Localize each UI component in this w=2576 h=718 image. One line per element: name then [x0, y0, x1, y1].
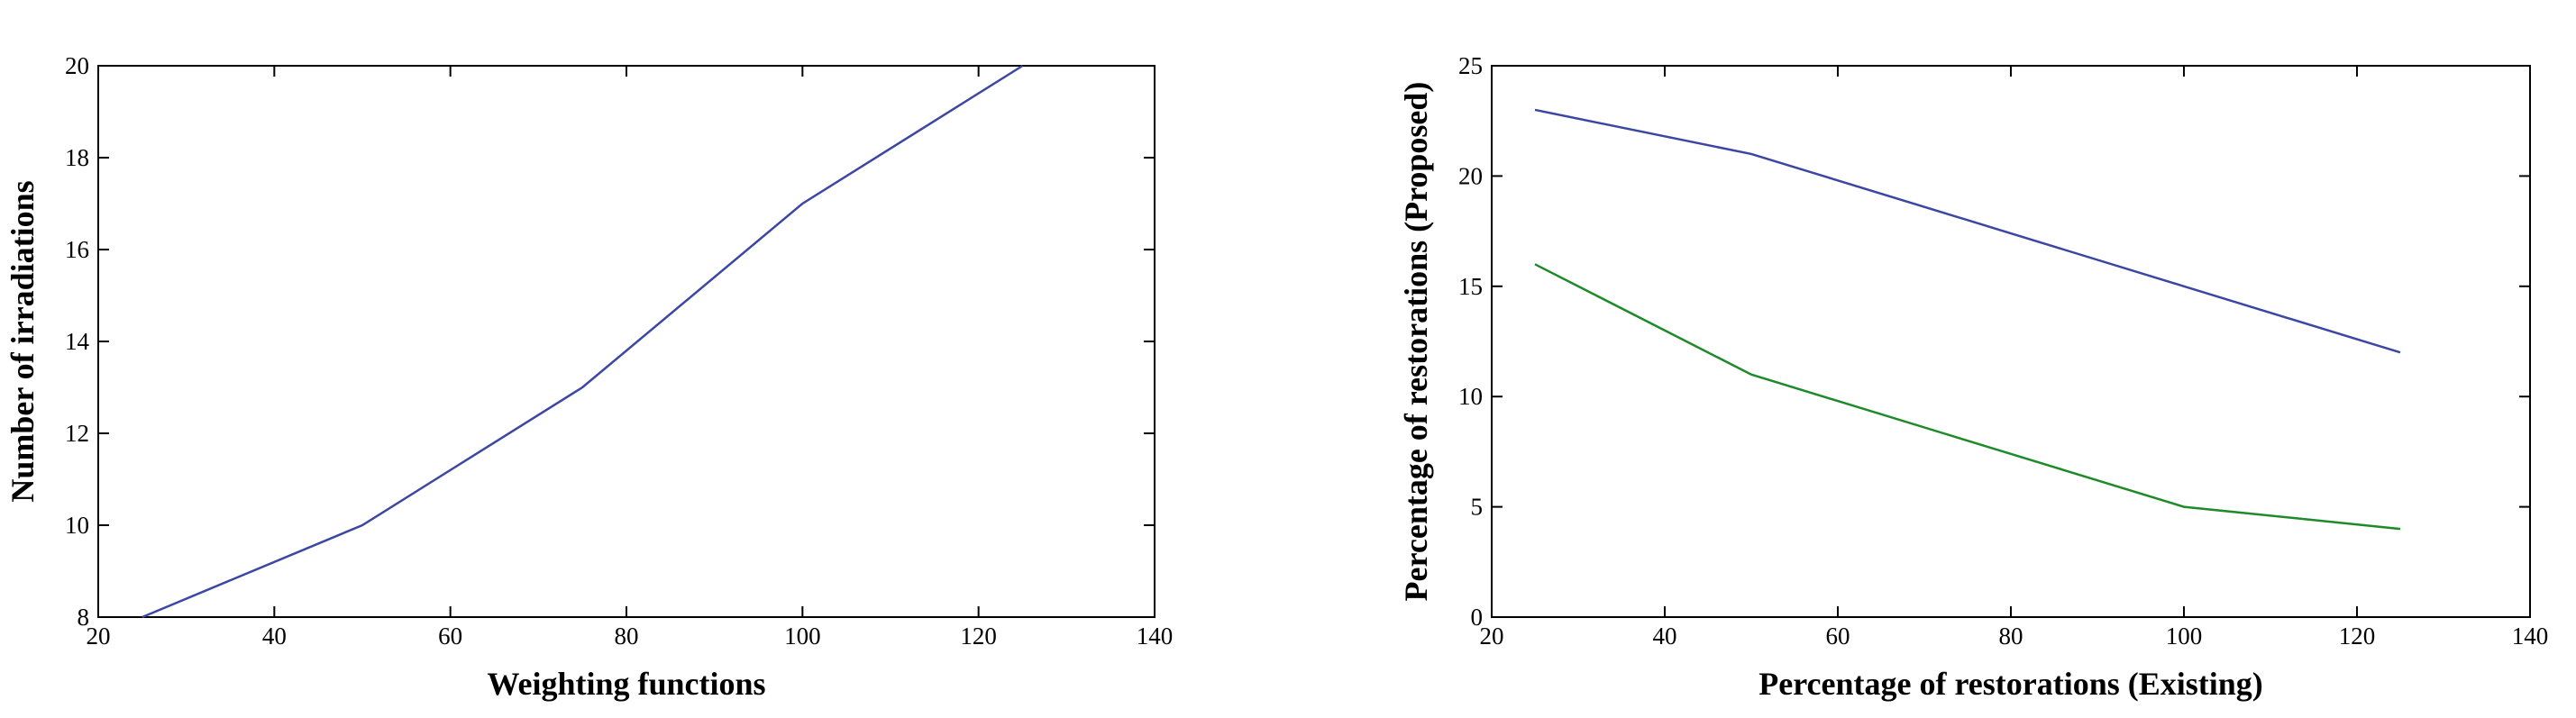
- x-tick-label: 40: [1653, 623, 1677, 650]
- y-tick-label: 12: [65, 420, 89, 447]
- x-tick-label: 80: [615, 623, 639, 650]
- y-axis-label: Number of irradiations: [5, 180, 41, 502]
- chart: 20 40 60 80 100 120 140 0 5 10 15 20 25 Percentage of…: [1398, 52, 2548, 702]
- y-tick-label: 14: [65, 328, 90, 355]
- x-tick-label: 140: [2512, 623, 2549, 650]
- x-tick-label: 120: [960, 623, 997, 650]
- chart: 20 40 60 80 100 120 140 8 10 12 14 16 18 20 Weighting …: [5, 52, 1173, 702]
- y-tick-label: 16: [65, 236, 89, 263]
- plot-area: [97, 65, 1156, 618]
- x-axis-label: Weighting functions: [487, 666, 765, 702]
- data-line: [1534, 108, 2401, 354]
- x-tick-label: 140: [1137, 623, 1174, 650]
- x-tick-label: 40: [262, 623, 287, 650]
- y-axis-label: Percentage of restorations (Proposed): [1398, 82, 1434, 602]
- x-tick-label: 20: [87, 623, 111, 650]
- x-tick-label: 60: [438, 623, 462, 650]
- y-tick-label: 8: [78, 604, 90, 631]
- y-tick-label: 5: [1471, 494, 1484, 521]
- plot-area: [1491, 65, 2531, 618]
- x-tick-label: 60: [1826, 623, 1850, 650]
- x-tick-label: 100: [2166, 623, 2203, 650]
- y-tick-label: 20: [65, 52, 89, 79]
- x-tick-label: 80: [1999, 623, 2023, 650]
- x-tick-label: 100: [784, 623, 821, 650]
- y-tick-label: 0: [1471, 604, 1484, 631]
- x-tick-label: 120: [2339, 623, 2376, 650]
- y-tick-label: 25: [1458, 52, 1483, 79]
- y-tick-label: 10: [65, 512, 89, 539]
- x-axis-label: Percentage of restorations (Existing): [1758, 666, 2263, 702]
- data-line: [142, 64, 1024, 619]
- y-tick-label: 18: [65, 144, 89, 171]
- data-line: [1534, 263, 2401, 531]
- y-tick-label: 10: [1458, 383, 1483, 410]
- y-tick-label: 20: [1458, 162, 1483, 189]
- y-tick-label: 15: [1458, 273, 1483, 300]
- x-tick-label: 20: [1480, 623, 1504, 650]
